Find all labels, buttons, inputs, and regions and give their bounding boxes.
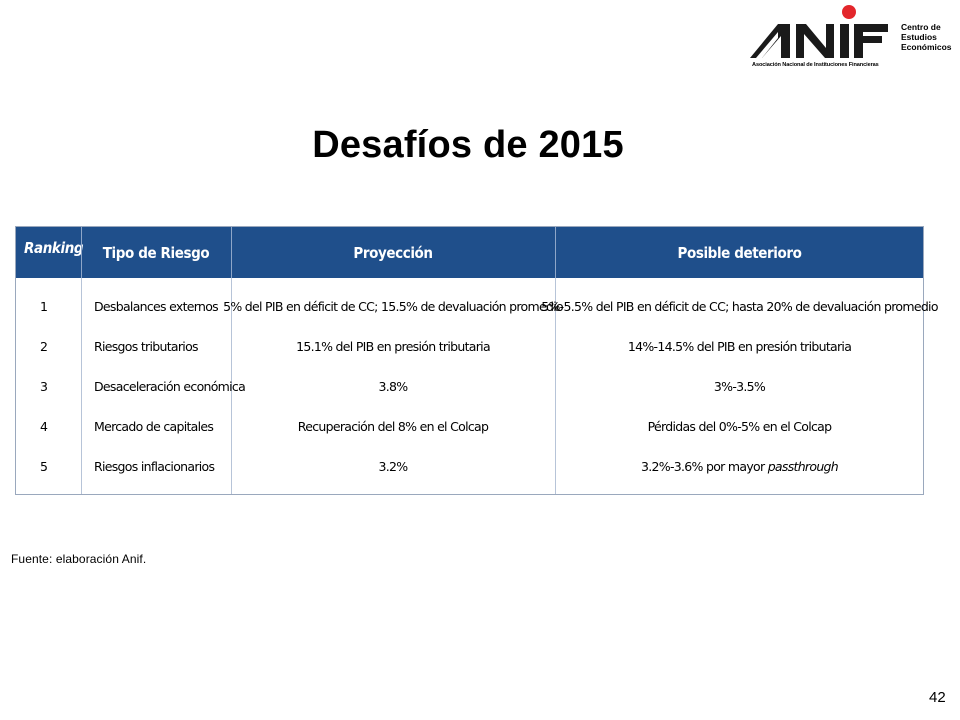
header-proyeccion: Proyección bbox=[353, 243, 433, 262]
cell-tipo: Desbalances externos bbox=[94, 298, 219, 314]
logo-centro-line: Estudios bbox=[901, 32, 937, 42]
page-title: Desafíos de 2015 bbox=[312, 124, 624, 166]
cell-deterioro-italic: passthrough bbox=[767, 458, 839, 474]
logo-centro-line: Económicos bbox=[901, 42, 952, 52]
header-divider bbox=[231, 227, 232, 278]
logo-centro-line: Centro de bbox=[901, 22, 941, 32]
cell-deterioro: 5%-5.5% del PIB en déficit de CC; hasta … bbox=[541, 298, 938, 314]
cell-ranking: 5 bbox=[40, 458, 48, 474]
table-row: 3 Desaceleración económica 3.8% 3%-3.5% bbox=[16, 366, 923, 406]
logo-centro-text: Centro de Estudios Económicos bbox=[901, 22, 952, 52]
cell-deterioro-text: 3.2%-3.6% por mayor bbox=[641, 458, 768, 474]
column-divider bbox=[555, 278, 556, 494]
anif-logo: Asociación Nacional de Instituciones Fin… bbox=[748, 4, 960, 74]
cell-deterioro: 3%-3.5% bbox=[713, 378, 766, 394]
cell-ranking: 4 bbox=[40, 418, 48, 434]
cell-deterioro: Pérdidas del 0%-5% en el Colcap bbox=[647, 418, 832, 434]
table-row: 4 Mercado de capitales Recuperación del … bbox=[16, 406, 923, 446]
cell-deterioro: 14%-14.5% del PIB en presión tributaria bbox=[627, 338, 852, 354]
cell-ranking: 2 bbox=[40, 338, 48, 354]
header-ranking: Ranking bbox=[24, 239, 84, 257]
source-note: Fuente: elaboración Anif. bbox=[11, 552, 147, 566]
column-divider bbox=[81, 278, 82, 494]
table-header: Ranking Tipo de Riesgo Proyección Posibl… bbox=[16, 227, 923, 278]
cell-tipo: Riesgos inflacionarios bbox=[94, 458, 215, 474]
cell-proyeccion: 3.2% bbox=[378, 458, 409, 474]
header-deterioro: Posible deterioro bbox=[677, 243, 802, 262]
cell-tipo: Desaceleración económica bbox=[94, 378, 246, 394]
logo-subtitle: Asociación Nacional de Instituciones Fin… bbox=[752, 62, 879, 68]
cell-proyeccion: 15.1% del PIB en presión tributaria bbox=[296, 338, 491, 354]
table-row: 2 Riesgos tributarios 15.1% del PIB en p… bbox=[16, 326, 923, 366]
cell-ranking: 3 bbox=[40, 378, 48, 394]
header-divider bbox=[81, 227, 82, 278]
column-divider bbox=[231, 278, 232, 494]
cell-tipo: Riesgos tributarios bbox=[94, 338, 199, 354]
cell-tipo: Mercado de capitales bbox=[94, 418, 214, 434]
risk-table: Ranking Tipo de Riesgo Proyección Posibl… bbox=[15, 226, 938, 495]
header-divider bbox=[555, 227, 556, 278]
table-row: 5 Riesgos inflacionarios 3.2% 3.2%-3.6% … bbox=[16, 446, 923, 486]
cell-proyeccion: Recuperación del 8% en el Colcap bbox=[297, 418, 489, 434]
table-row: 1 Desbalances externos 5% del PIB en déf… bbox=[16, 286, 938, 326]
page-number: 42 bbox=[929, 689, 946, 706]
cell-proyeccion: 3.8% bbox=[378, 378, 409, 394]
anif-logo-mark-icon bbox=[750, 5, 888, 58]
cell-ranking: 1 bbox=[40, 298, 48, 314]
header-tipo: Tipo de Riesgo bbox=[102, 243, 210, 262]
cell-proyeccion: 5% del PIB en déficit de CC; 15.5% de de… bbox=[223, 298, 564, 314]
cell-deterioro: 3.2%-3.6% por mayor passthrough bbox=[556, 446, 923, 486]
